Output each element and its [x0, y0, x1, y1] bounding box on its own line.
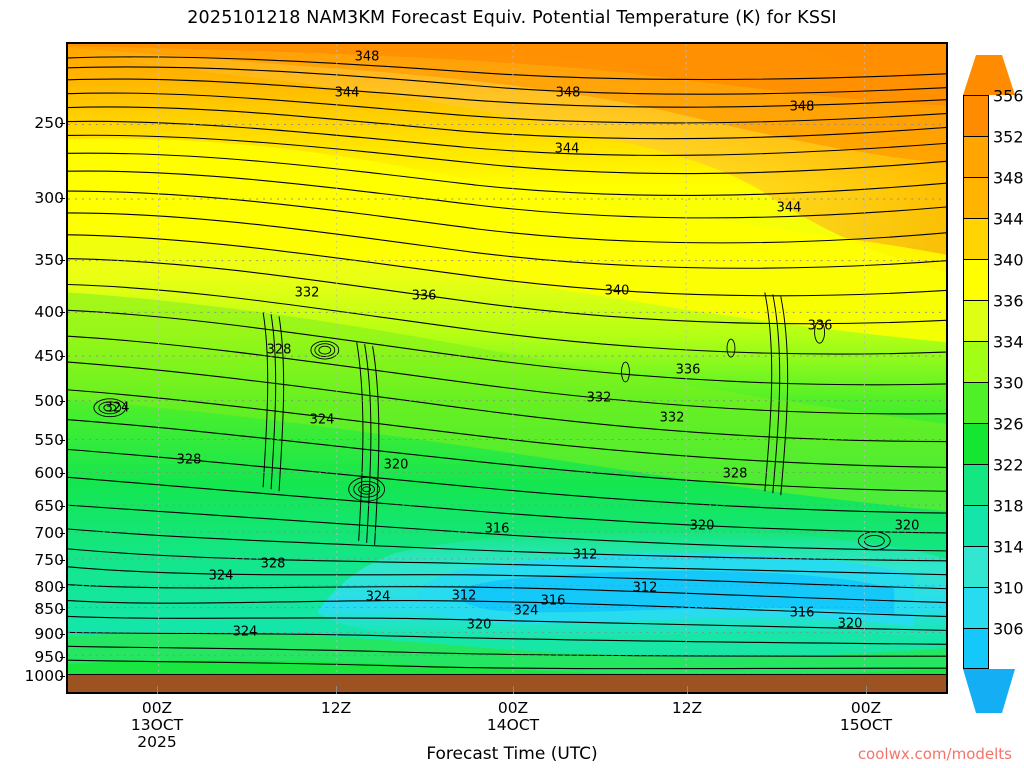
colorbar-band-306 — [963, 628, 989, 669]
y-axis-tickmark — [60, 560, 65, 561]
x-tick-time: 12Z — [320, 699, 352, 717]
colorbar-band-318 — [963, 505, 989, 546]
x-axis-tickmark — [866, 686, 867, 694]
x-tick-time: 00Z — [850, 699, 882, 717]
x-axis-tickmark — [687, 686, 688, 694]
chart-plot-area: 348 344 348 348 344 344 332 336 340 336 328 336 332 3… — [66, 42, 948, 694]
y-axis-tick-300: 300 — [34, 189, 64, 207]
y-axis-tickmark — [60, 676, 65, 677]
x-tick-year: 2025 — [137, 733, 177, 751]
colorbar-band-314 — [963, 546, 989, 587]
theta-e-contour-fill — [68, 44, 946, 692]
x-tick-time: 12Z — [671, 699, 703, 717]
colorbar-band-322 — [963, 464, 989, 505]
colorbar-band-340 — [963, 259, 989, 300]
colorbar-extend-bottom-arrow — [963, 669, 1015, 713]
colorbar-tick-344: 344 — [993, 209, 1024, 229]
colorbar-extend-top-arrow — [963, 55, 1015, 95]
colorbar-band-348 — [963, 177, 989, 218]
colorbar-band-334 — [963, 341, 989, 382]
y-axis-tick-450: 450 — [34, 347, 64, 365]
y-axis-tickmark — [60, 260, 65, 261]
colorbar-tick-352: 352 — [993, 127, 1024, 147]
colorbar-tick-310: 310 — [993, 578, 1024, 598]
colorbar-tick-306: 306 — [993, 619, 1024, 639]
y-axis-tick-900: 900 — [34, 625, 64, 643]
colorbar-band-326 — [963, 423, 989, 464]
y-axis-tick-400: 400 — [34, 303, 64, 321]
colorbar: 356 352 348 344 340 336 334 330 326 322 318 314 310 3… — [963, 42, 1024, 713]
colorbar-tick-326: 326 — [993, 414, 1024, 434]
y-axis-tick-650: 650 — [34, 497, 64, 515]
y-axis-tick-500: 500 — [34, 392, 64, 410]
terrain-surface-bar — [68, 674, 946, 692]
y-axis-tickmark — [60, 609, 65, 610]
colorbar-band-356 — [963, 95, 989, 136]
y-axis-tick-1000: 1000 — [24, 667, 64, 685]
x-axis-tick-13OCT-0: 00Z 13OCT 2025 — [131, 700, 183, 751]
y-axis-tick-350: 350 — [34, 251, 64, 269]
y-axis-tickmark — [60, 634, 65, 635]
x-axis-tickmark — [513, 686, 514, 694]
colorbar-tick-330: 330 — [993, 373, 1024, 393]
x-axis-tick-12Z-3: 12Z — [672, 700, 702, 717]
x-axis-tick-14OCT-2: 00Z 14OCT — [487, 700, 539, 734]
x-tick-date: 14OCT — [486, 716, 540, 734]
x-axis-tickmark — [336, 686, 337, 694]
x-axis: 00Z 13OCT 2025 12Z 00Z 14OCT 12Z 00Z 15OCT — [66, 686, 948, 768]
y-axis: 250 300 350 400 450 500 550 600 650 700 750 800 850 9… — [0, 42, 65, 694]
colorbar-tick-348: 348 — [993, 168, 1024, 188]
colorbar-tick-356: 356 — [993, 86, 1024, 106]
y-axis-tickmark — [60, 198, 65, 199]
y-axis-tickmark — [60, 356, 65, 357]
y-axis-tick-950: 950 — [34, 648, 64, 666]
y-axis-tick-600: 600 — [34, 464, 64, 482]
x-tick-time: 00Z — [141, 699, 173, 717]
page-title: 2025101218 NAM3KM Forecast Equiv. Potent… — [187, 8, 837, 28]
contour-field — [68, 44, 946, 692]
x-axis-tick-15OCT-4: 00Z 15OCT — [840, 700, 892, 734]
y-axis-tickmark — [60, 506, 65, 507]
x-tick-date: 13OCT — [130, 716, 184, 734]
x-axis-tickmark — [157, 686, 158, 694]
y-axis-tickmark — [60, 312, 65, 313]
colorbar-tick-314: 314 — [993, 537, 1024, 557]
y-axis-tickmark — [60, 587, 65, 588]
y-axis-tickmark — [60, 440, 65, 441]
y-axis-tick-750: 750 — [34, 551, 64, 569]
colorbar-tick-340: 340 — [993, 250, 1024, 270]
y-axis-tick-550: 550 — [34, 431, 64, 449]
colorbar-tick-322: 322 — [993, 455, 1024, 475]
x-axis-label: Forecast Time (UTC) — [426, 744, 598, 764]
colorbar-band-330 — [963, 382, 989, 423]
colorbar-tick-336: 336 — [993, 291, 1024, 311]
y-axis-tickmark — [60, 533, 65, 534]
y-axis-tick-700: 700 — [34, 524, 64, 542]
colorbar-band-352 — [963, 136, 989, 177]
colorbar-bands — [963, 55, 1015, 713]
colorbar-tick-334: 334 — [993, 332, 1024, 352]
y-axis-tick-850: 850 — [34, 600, 64, 618]
y-axis-tickmark — [60, 657, 65, 658]
colorbar-band-344 — [963, 218, 989, 259]
y-axis-tickmark — [60, 401, 65, 402]
x-tick-time: 00Z — [497, 699, 529, 717]
colorbar-band-336 — [963, 300, 989, 341]
colorbar-band-310 — [963, 587, 989, 628]
y-axis-tickmark — [60, 123, 65, 124]
x-axis-tick-12Z-1: 12Z — [321, 700, 351, 717]
x-tick-date: 15OCT — [839, 716, 893, 734]
colorbar-tick-318: 318 — [993, 496, 1024, 516]
y-axis-tick-250: 250 — [34, 114, 64, 132]
y-axis-tickmark — [60, 473, 65, 474]
y-axis-tick-800: 800 — [34, 578, 64, 596]
watermark-link[interactable]: coolwx.com/modelts — [857, 745, 1012, 763]
